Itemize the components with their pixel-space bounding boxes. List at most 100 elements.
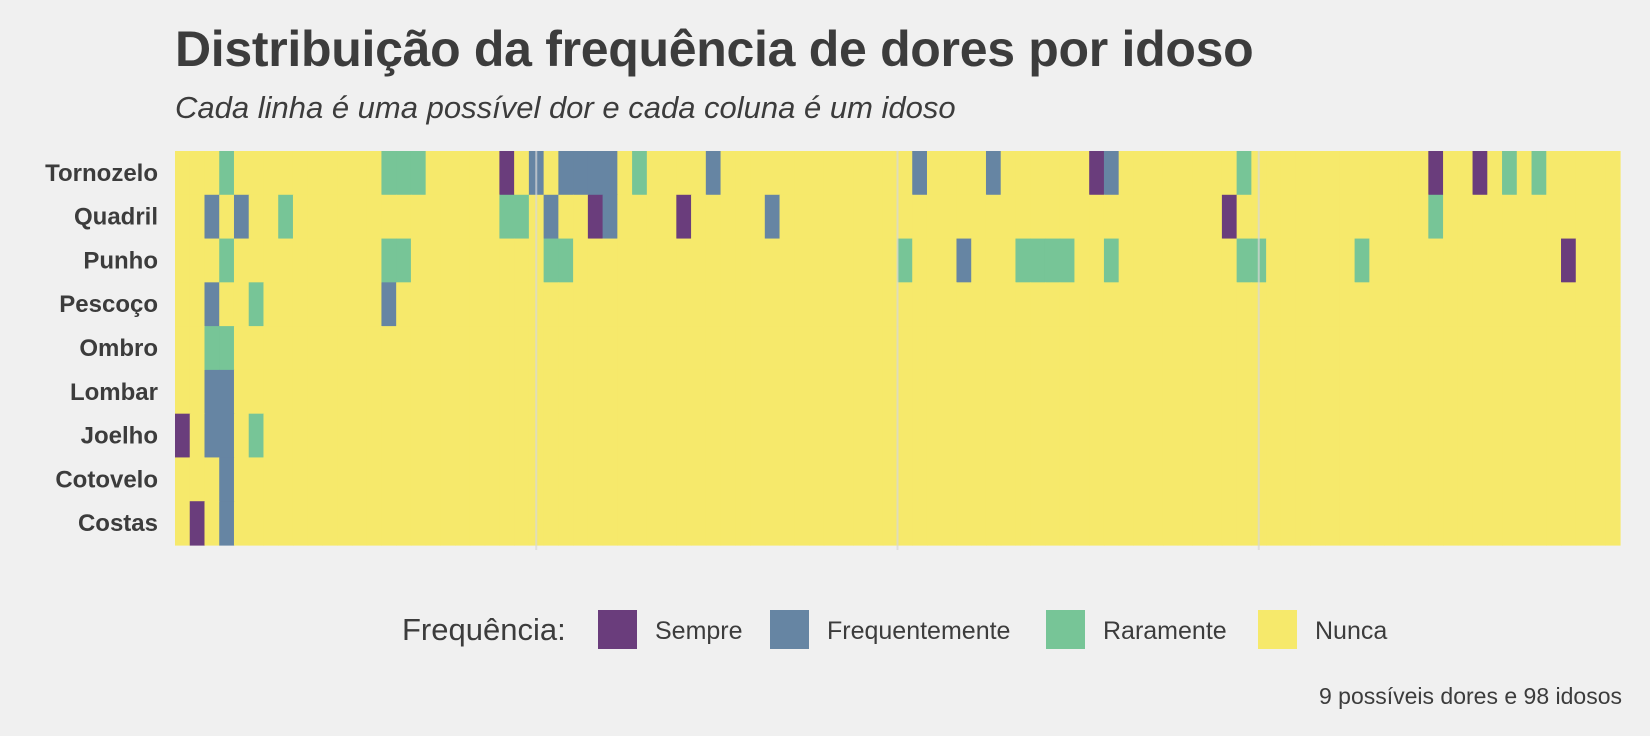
heatmap-cell: [1236, 194, 1252, 240]
heatmap-cell: [573, 369, 589, 415]
heatmap-cell: [1531, 194, 1547, 240]
legend-label-raramente: Raramente: [1103, 617, 1227, 645]
heatmap-cell: [1590, 457, 1606, 502]
heatmap-cell: [558, 369, 574, 415]
heatmap-cell: [941, 413, 958, 459]
heatmap-cell: [469, 326, 486, 371]
heatmap-cell: [1605, 326, 1621, 371]
heatmap-cell: [1325, 457, 1341, 502]
heatmap-cell: [337, 194, 353, 240]
heatmap-cell: [1207, 369, 1223, 415]
heatmap-cell: [720, 369, 736, 415]
heatmap-cell: [440, 282, 456, 327]
heatmap-cell: [764, 369, 781, 415]
heatmap-cell: [499, 326, 515, 371]
heatmap-cell: [1221, 501, 1238, 546]
heatmap-cell: [1325, 194, 1341, 240]
heatmap-cell: [1487, 369, 1503, 415]
heatmap-cell: [1516, 194, 1533, 240]
heatmap-cell: [1118, 413, 1135, 459]
heatmap-cell: [573, 457, 589, 502]
heatmap-cell: [1531, 326, 1547, 371]
heatmap-cell: [602, 413, 618, 459]
heatmap-cell: [322, 501, 338, 546]
heatmap-cell: [499, 194, 515, 240]
heatmap-cell: [809, 151, 825, 196]
heatmap-cell: [823, 282, 840, 327]
heatmap-cell: [661, 194, 677, 240]
heatmap-cell: [1546, 282, 1562, 327]
heatmap-cell: [1133, 151, 1149, 196]
heatmap-cell: [1148, 282, 1164, 327]
heatmap-cell: [1103, 282, 1120, 327]
heatmap-cell: [735, 238, 751, 283]
heatmap-cell: [1487, 194, 1503, 240]
heatmap-cell: [602, 501, 618, 546]
heatmap-cell: [1015, 501, 1031, 546]
heatmap-cell: [278, 194, 294, 240]
heatmap-cell: [1030, 194, 1046, 240]
heatmap-cell: [1280, 282, 1297, 327]
heatmap-cell: [484, 501, 500, 546]
heatmap-cell: [455, 326, 471, 371]
heatmap-cell: [175, 457, 191, 502]
heatmap-cell: [1546, 369, 1562, 415]
heatmap-cell: [1044, 369, 1061, 415]
heatmap-cell: [410, 457, 427, 502]
heatmap-cell: [1369, 326, 1385, 371]
heatmap-cell: [1325, 326, 1341, 371]
heatmap-cell: [396, 238, 412, 283]
heatmap-cell: [1531, 457, 1547, 502]
heatmap-cell: [809, 194, 825, 240]
heatmap-cell: [794, 194, 810, 240]
heatmap-cell: [440, 413, 456, 459]
heatmap-cell: [676, 369, 692, 415]
heatmap-cell: [381, 369, 397, 415]
heatmap-cell: [248, 194, 265, 240]
heatmap-cell: [956, 194, 972, 240]
heatmap-cell: [440, 369, 456, 415]
heatmap-cell: [971, 501, 987, 546]
heatmap-cell: [853, 151, 869, 196]
heatmap-cell: [381, 151, 397, 196]
heatmap-cell: [823, 457, 840, 502]
heatmap-cell: [691, 282, 707, 327]
heatmap-cell: [1044, 151, 1061, 196]
heatmap-cell: [1369, 238, 1385, 283]
y-axis-label: Tornozelo: [45, 160, 158, 187]
heatmap-cell: [779, 369, 795, 415]
heatmap-cell: [1413, 457, 1429, 502]
heatmap-cell: [926, 282, 943, 327]
heatmap-cell: [912, 282, 928, 327]
heatmap-cell: [233, 413, 250, 459]
heatmap-cell: [1015, 238, 1031, 283]
heatmap-cell: [1369, 369, 1385, 415]
heatmap-cell: [292, 369, 309, 415]
heatmap-cell: [543, 194, 559, 240]
heatmap-cell: [868, 326, 884, 371]
heatmap-cell: [1266, 369, 1282, 415]
heatmap-cell: [794, 151, 810, 196]
heatmap-cell: [750, 457, 766, 502]
heatmap-cell: [1325, 501, 1341, 546]
heatmap-cell: [1089, 151, 1105, 196]
heatmap-cell: [661, 457, 677, 502]
heatmap-cell: [1384, 501, 1400, 546]
heatmap-cell: [1354, 194, 1370, 240]
heatmap-cell: [543, 413, 559, 459]
heatmap-cell: [1354, 238, 1370, 283]
heatmap-cell: [189, 501, 206, 546]
heatmap-cell: [1428, 501, 1444, 546]
heatmap-cell: [1384, 457, 1400, 502]
heatmap-cell: [779, 501, 795, 546]
heatmap-cell: [646, 501, 663, 546]
heatmap-cell: [204, 194, 220, 240]
heatmap-cell: [1369, 413, 1385, 459]
heatmap-cell: [1148, 457, 1164, 502]
heatmap-cell: [1162, 151, 1179, 196]
heatmap-cell: [735, 282, 751, 327]
heatmap-cell: [469, 194, 486, 240]
heatmap-cell: [617, 151, 633, 196]
heatmap-cell: [499, 501, 515, 546]
heatmap-cell: [1590, 369, 1606, 415]
